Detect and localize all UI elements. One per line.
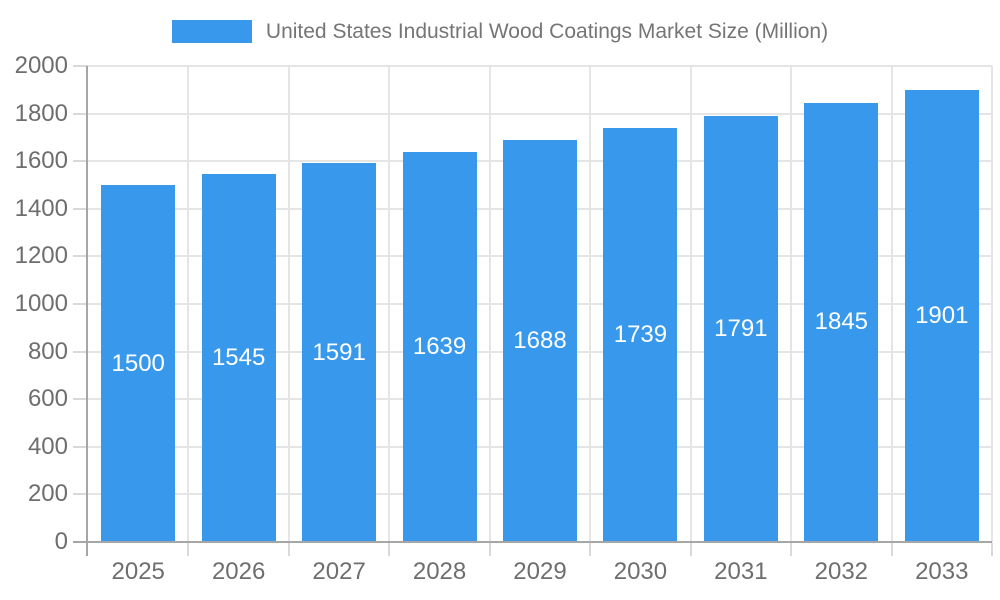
legend-label: United States Industrial Wood Coatings M…	[265, 20, 829, 43]
y-tick	[73, 207, 88, 210]
bar-2033[interactable]	[904, 89, 979, 541]
y-axis-label: 200	[27, 480, 68, 508]
x-axis-label: 2026	[211, 558, 266, 585]
y-axis-label: 1200	[14, 242, 68, 270]
y-tick	[73, 350, 88, 353]
v-gridline	[488, 66, 491, 542]
v-gridline	[388, 66, 391, 542]
x-tick	[287, 543, 290, 556]
x-tick	[790, 543, 793, 556]
x-tick	[589, 543, 592, 556]
x-tick	[991, 543, 993, 556]
v-gridline	[287, 66, 290, 542]
bar-value-label: 1688	[513, 327, 567, 355]
bar-2026[interactable]	[201, 174, 276, 541]
x-tick	[689, 543, 692, 556]
y-tick	[73, 493, 88, 496]
legend-swatch	[171, 20, 252, 43]
x-tick	[890, 543, 893, 556]
x-axis-label: 2031	[714, 558, 768, 585]
x-axis-label: 2030	[613, 558, 668, 585]
h-gridline	[88, 65, 992, 67]
v-gridline	[790, 66, 793, 542]
y-tick	[73, 303, 88, 305]
y-axis-label: 1000	[14, 290, 68, 317]
y-axis-line	[86, 66, 88, 556]
x-axis-label: 2027	[312, 558, 366, 585]
x-tick	[488, 543, 491, 556]
y-axis-label: 0	[54, 528, 68, 555]
x-axis-line	[73, 541, 992, 543]
y-axis-label: 2000	[14, 52, 68, 79]
x-axis-label: 2029	[513, 558, 567, 585]
bar-value-label: 1791	[714, 314, 768, 342]
y-tick	[73, 160, 88, 163]
bar-value-label: 1845	[814, 308, 869, 336]
bar-2025[interactable]	[101, 185, 176, 541]
bar-2029[interactable]	[503, 140, 577, 541]
y-tick	[73, 445, 88, 448]
y-axis-label: 1600	[14, 147, 68, 175]
y-axis-label: 1800	[14, 99, 68, 127]
bar-2030[interactable]	[603, 128, 678, 541]
x-axis-label: 2033	[915, 558, 969, 585]
y-axis-label: 400	[27, 432, 68, 460]
x-axis-label: 2032	[814, 558, 869, 585]
bar-value-label: 1901	[915, 301, 969, 329]
v-gridline	[589, 66, 592, 542]
bar-2031[interactable]	[703, 115, 778, 541]
h-gridline	[88, 112, 992, 115]
y-tick	[73, 255, 88, 258]
v-gridline	[689, 66, 692, 542]
bar-value-label: 1739	[613, 321, 668, 349]
bar-value-label: 1500	[111, 349, 165, 377]
x-axis-label: 2028	[412, 558, 467, 585]
y-tick	[73, 398, 88, 401]
bar-2027[interactable]	[302, 163, 377, 541]
bar-value-label: 1639	[412, 332, 467, 360]
bar-value-label: 1591	[312, 338, 366, 366]
x-axis-label: 2025	[111, 558, 165, 585]
bar-value-label: 1545	[211, 344, 266, 372]
y-axis-label: 800	[27, 337, 68, 365]
v-gridline	[991, 66, 993, 542]
v-gridline	[187, 66, 190, 542]
y-axis-label: 1400	[14, 194, 68, 222]
y-tick	[73, 65, 88, 67]
legend[interactable]: United States Industrial Wood Coatings M…	[0, 18, 1000, 45]
v-gridline	[890, 66, 893, 542]
x-tick	[187, 543, 190, 556]
bar-2028[interactable]	[402, 151, 477, 541]
x-tick	[388, 543, 391, 556]
y-axis-label: 600	[27, 385, 68, 413]
bar-2032[interactable]	[804, 102, 879, 541]
y-tick	[73, 112, 88, 115]
